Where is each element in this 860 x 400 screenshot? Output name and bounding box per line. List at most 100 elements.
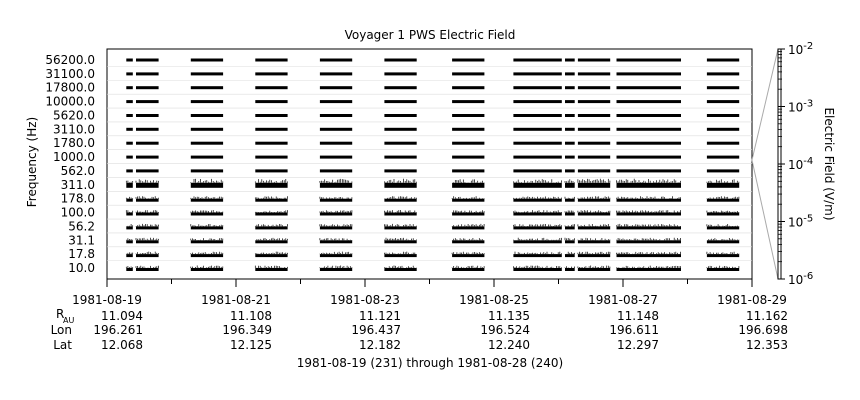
spectrogram-block — [577, 72, 611, 76]
spectrogram-block — [452, 254, 485, 258]
spectrogram-block — [126, 127, 133, 131]
spectrogram-block — [706, 58, 740, 62]
spectrogram-block — [513, 198, 562, 202]
spectrogram-block — [136, 198, 159, 202]
spectrogram-noise — [616, 196, 681, 199]
spectrogram-block — [706, 127, 740, 131]
spectrogram-block — [565, 212, 575, 216]
spectrogram-noise — [190, 210, 224, 213]
spectrogram-noise — [706, 196, 740, 199]
spectrogram-noise — [514, 251, 562, 255]
spectrogram-block — [319, 254, 353, 258]
colorbar-tick-label: 10-5 — [788, 214, 813, 230]
spectrogram-block — [384, 155, 417, 159]
spectrogram-noise — [616, 251, 681, 255]
spectrogram-noise — [616, 237, 681, 241]
spectrogram-block — [319, 100, 353, 104]
spectrogram-noise — [451, 210, 485, 213]
spectrogram-block — [616, 182, 681, 188]
spectrogram-noise — [319, 238, 353, 241]
spectrogram-noise — [451, 223, 485, 227]
spectrogram-block — [190, 182, 224, 188]
spectrogram-block — [384, 198, 417, 202]
spectrogram-block — [706, 114, 740, 117]
spectrogram-block — [126, 182, 133, 188]
spectrogram-block — [255, 100, 288, 104]
spectrogram-block — [384, 268, 417, 271]
spectrogram-noise — [451, 179, 485, 183]
spectrogram-block — [577, 127, 611, 131]
spectrogram-noise — [384, 178, 417, 183]
ephemeris-r-value: 11.135 — [488, 309, 530, 323]
spectrogram-block — [513, 114, 562, 117]
spectrogram-block — [384, 58, 417, 62]
ytick-label: 562.0 — [61, 164, 95, 178]
spectrogram-block — [565, 58, 575, 62]
spectrogram-block — [706, 268, 740, 271]
spectrogram-block — [255, 254, 288, 258]
ephemeris-lon-value: 196.437 — [351, 323, 401, 337]
spectrogram-noise — [135, 196, 159, 199]
spectrogram-block — [190, 155, 224, 159]
spectrogram-block — [452, 240, 485, 244]
spectrogram-noise — [125, 224, 134, 227]
spectrogram-noise — [190, 238, 224, 241]
spectrogram-noise — [451, 238, 483, 241]
spectrogram-block — [616, 100, 681, 104]
spectrogram-block — [706, 254, 740, 258]
spectrogram-block — [384, 127, 417, 131]
spectrogram-block — [513, 127, 562, 131]
spectrogram-block — [513, 212, 562, 216]
spectrogram-noise — [125, 266, 134, 268]
spectrogram-block — [384, 212, 417, 216]
spectrogram-noise — [190, 251, 224, 255]
spectrogram-block — [706, 155, 740, 159]
spectrogram-block — [577, 169, 611, 173]
colorbar-tick-label: 10-4 — [788, 156, 813, 172]
spectrogram-block — [616, 72, 681, 76]
xtick-label: 1981-08-27 — [588, 293, 658, 307]
spectrogram-block — [706, 226, 740, 230]
spectrogram-block — [255, 114, 288, 117]
spectrogram-noise — [616, 210, 681, 213]
spectrogram-block — [190, 212, 224, 216]
spectrogram-block — [706, 100, 740, 104]
spectrogram-block — [255, 58, 288, 62]
spectrogram-noise — [254, 224, 288, 227]
spectrogram-block — [136, 240, 159, 244]
ephemeris-r-value: 11.121 — [359, 309, 401, 323]
spectrogram-block — [126, 58, 133, 62]
spectrogram-noise — [319, 210, 353, 213]
spectrogram-block — [565, 226, 575, 230]
xtick-label: 1981-08-29 — [717, 293, 787, 307]
spectrogram-block — [319, 114, 353, 117]
spectrogram-block — [384, 254, 417, 258]
ytick-label: 17800.0 — [45, 81, 95, 95]
spectrogram-noise — [577, 210, 611, 213]
spectrogram-block — [255, 182, 288, 188]
spectrogram-block — [255, 72, 288, 76]
spectrogram-noise — [190, 178, 224, 183]
spectrogram-block — [255, 127, 288, 131]
spectrogram-noise — [319, 178, 353, 183]
spectrogram-block — [126, 169, 133, 173]
spectrogram-noise — [616, 178, 681, 183]
ephemeris-r-value: 11.094 — [101, 309, 143, 323]
spectrogram-noise — [706, 210, 740, 213]
spectrogram-block — [126, 141, 133, 145]
spectrogram-block — [452, 100, 485, 104]
spectrogram-block — [452, 127, 485, 131]
spectrogram-block — [255, 198, 288, 202]
spectrogram-block — [136, 155, 159, 159]
spectrogram-noise — [190, 196, 224, 199]
spectrogram-block — [384, 114, 417, 117]
spectrogram-noise — [254, 196, 288, 199]
spectrogram-block — [384, 100, 417, 104]
spectrogram-block — [190, 114, 224, 117]
spectrogram-block — [513, 182, 562, 188]
spectrogram-noise — [564, 196, 575, 199]
spectrogram-block — [616, 254, 681, 258]
spectrogram-block — [616, 155, 681, 159]
spectrogram-noise — [577, 196, 611, 199]
